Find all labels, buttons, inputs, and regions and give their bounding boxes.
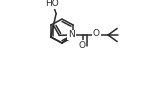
Text: N: N — [68, 30, 75, 40]
Text: O: O — [78, 41, 85, 50]
Text: O: O — [93, 29, 100, 38]
Text: HO: HO — [45, 0, 59, 8]
